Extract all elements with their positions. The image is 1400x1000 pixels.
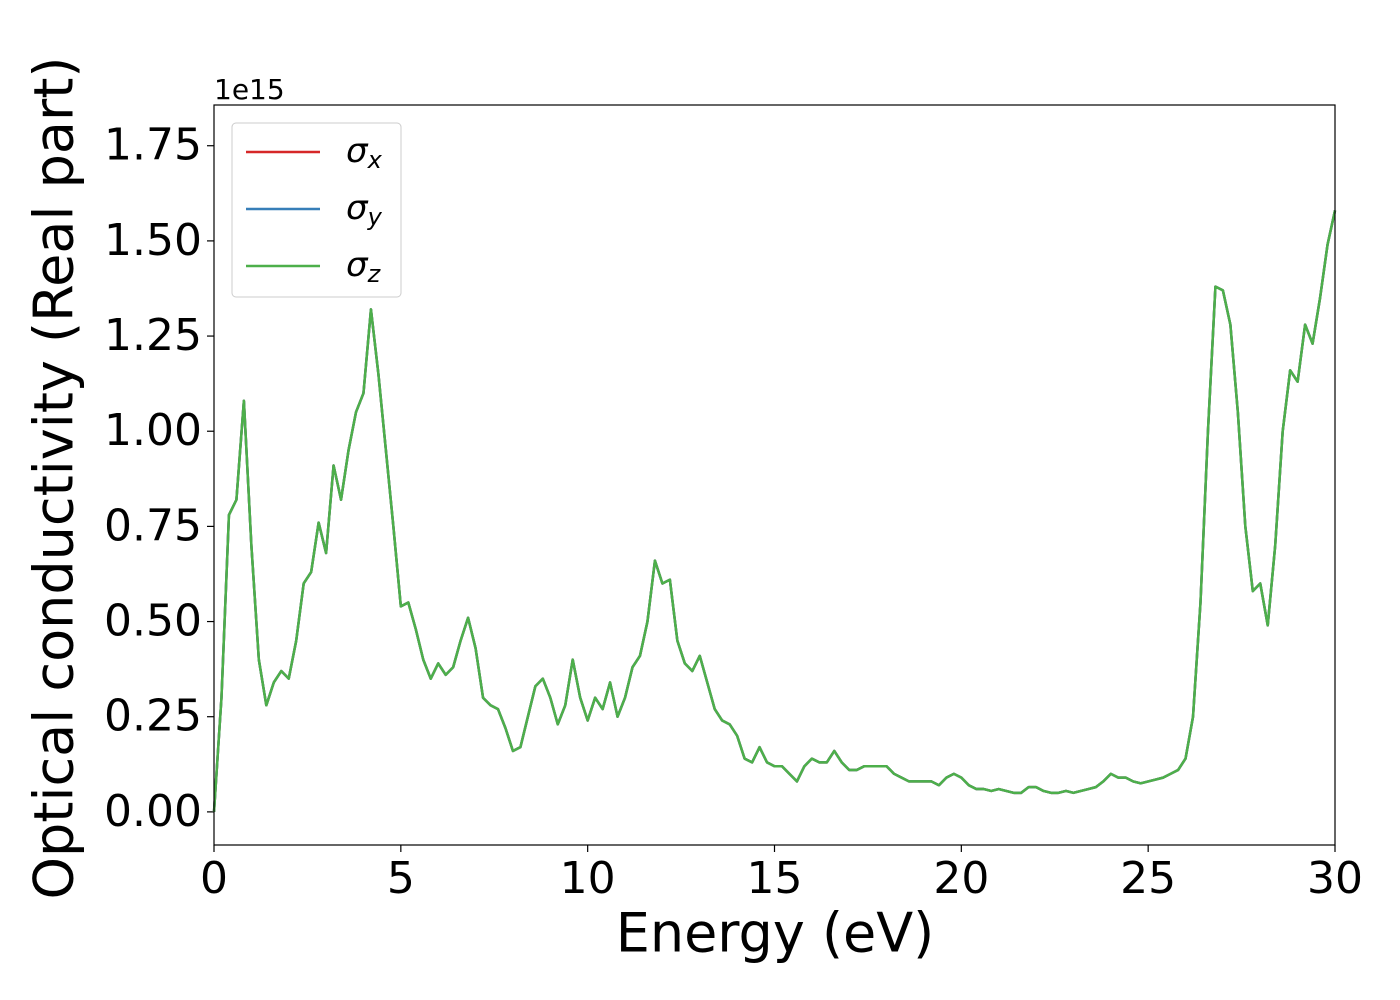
x-tick-label: 5 (387, 853, 415, 904)
series-line (212, 210, 1337, 812)
series-line (212, 210, 1337, 812)
x-tick-label: 0 (200, 853, 228, 904)
y-tick-label: 0.50 (104, 596, 202, 647)
x-tick-label: 15 (747, 853, 803, 904)
legend-label: σx (346, 131, 383, 175)
legend-label: σz (346, 245, 382, 289)
y-tick-label: 1.50 (104, 215, 202, 266)
offset-label: 1e15 (214, 73, 285, 106)
x-tick-label: 20 (933, 853, 989, 904)
series-line (212, 210, 1337, 812)
y-axis-label: Optical conductivity (Real part) (23, 57, 86, 900)
y-tick-label: 0.75 (104, 500, 202, 551)
x-tick-label: 30 (1307, 853, 1363, 904)
x-tick-label: 10 (560, 853, 616, 904)
x-tick-label: 25 (1120, 853, 1176, 904)
y-tick-label: 1.00 (104, 405, 202, 456)
y-tick-label: 0.25 (104, 691, 202, 742)
x-axis-label: Energy (eV) (616, 902, 935, 965)
y-tick-label: 0.00 (104, 786, 202, 837)
plot-frame (213, 104, 1336, 846)
y-tick-label: 1.75 (104, 120, 202, 171)
y-tick-label: 1.25 (104, 310, 202, 361)
legend-label: σy (346, 188, 383, 232)
